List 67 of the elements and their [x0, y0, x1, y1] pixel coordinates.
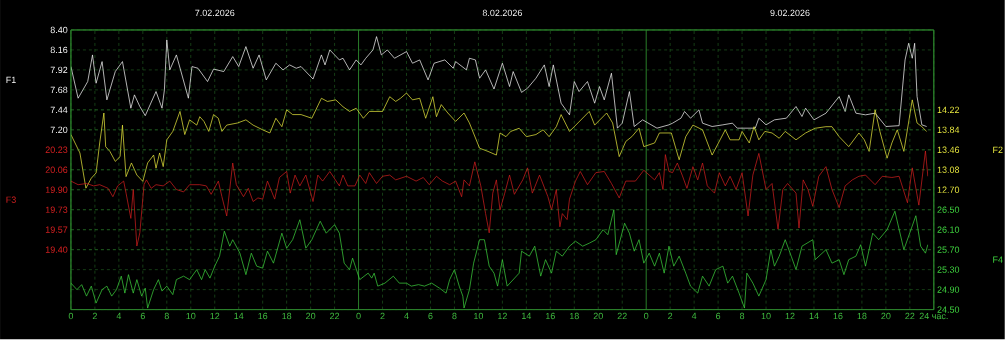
x-tick-label: 22 [330, 313, 340, 320]
x-tick-label: 14 [522, 313, 532, 320]
y2-tick-label: 26.10 [937, 226, 960, 234]
x-tick-label: 6 [428, 313, 433, 320]
x-tick-label: 0 [356, 313, 361, 320]
y2-tick-label: 25.30 [937, 266, 960, 274]
x-tick-label: 4 [404, 313, 409, 320]
y-tick-label: 8.40 [50, 26, 68, 34]
y-tick-label: 7.68 [50, 86, 68, 94]
y-tick-label: 8.16 [50, 46, 68, 54]
y2-tick-label: 14.22 [937, 106, 960, 114]
x-tick-label: 8 [739, 313, 745, 320]
y-tick-label: 19.57 [45, 226, 68, 234]
x-tick-label: 14 [234, 313, 244, 320]
y-tick-label: 7.20 [50, 126, 68, 134]
y2-axis-title: F2 [993, 146, 1003, 154]
x-tick-label: 20 [881, 313, 891, 320]
x-tick-label: 10 [474, 313, 484, 320]
x-tick-label: 0 [644, 313, 649, 320]
x-tick-label: 22 [905, 313, 915, 320]
y-tick-label: 20.06 [45, 166, 68, 174]
y2-tick-label: 26.50 [937, 206, 960, 214]
x-tick-label: 12 [210, 313, 220, 320]
y-axis-title: F3 [6, 196, 16, 204]
x-tick-label: 2 [668, 313, 673, 320]
x-tick-label: 22 [617, 313, 627, 320]
x-tick-label: 24 час. [919, 313, 948, 320]
y-tick-label: 7.92 [50, 66, 68, 74]
x-tick-label: 16 [258, 313, 268, 320]
x-tick-label: 6 [140, 313, 145, 320]
y-tick-label: 19.90 [45, 186, 68, 194]
x-tick-label: 10 [186, 313, 196, 320]
x-tick-label: 16 [546, 313, 555, 320]
x-tick-label: 8 [164, 313, 169, 320]
x-tick-label: 4 [691, 313, 697, 320]
y-tick-label: 19.73 [45, 206, 68, 214]
y-tick-label: 7.44 [50, 106, 68, 114]
x-tick-label: 18 [569, 313, 579, 320]
y-tick-label: 19.40 [45, 246, 68, 254]
y2-tick-label: 12.70 [937, 186, 960, 194]
x-tick-label: 18 [282, 313, 292, 320]
x-tick-label: 4 [116, 313, 122, 320]
x-tick-label: 8 [452, 313, 457, 320]
x-tick-label: 2 [92, 313, 97, 320]
x-tick-label: 14 [809, 313, 819, 320]
x-tick-label: 18 [857, 313, 867, 320]
x-tick-label: 20 [593, 313, 603, 320]
text: 9.02.2026 [770, 9, 810, 17]
y2-tick-label: 24.90 [937, 286, 960, 294]
x-tick-label: 2 [380, 313, 385, 320]
x-tick-label: 20 [306, 313, 316, 320]
x-tick-label: 12 [498, 313, 507, 320]
y2-tick-label: 13.46 [937, 146, 960, 154]
x-tick-label: 12 [785, 313, 795, 320]
y2-tick-label: 25.70 [937, 246, 960, 254]
x-tick-label: 16 [833, 313, 843, 320]
text: 8.02.2026 [482, 9, 522, 17]
y2-tick-label: 13.84 [937, 126, 960, 134]
y2-tick-label: 24.50 [937, 306, 960, 314]
x-tick-label: 0 [68, 313, 74, 320]
y2-axis-title: F4 [993, 256, 1003, 263]
text: 7.02.2026 [195, 9, 235, 17]
y-tick-label: 20.23 [45, 146, 68, 154]
x-tick-label: 10 [761, 313, 771, 320]
y2-tick-label: 13.08 [937, 166, 960, 174]
x-tick-label: 6 [716, 313, 721, 320]
y-axis-title: F1 [6, 77, 16, 84]
